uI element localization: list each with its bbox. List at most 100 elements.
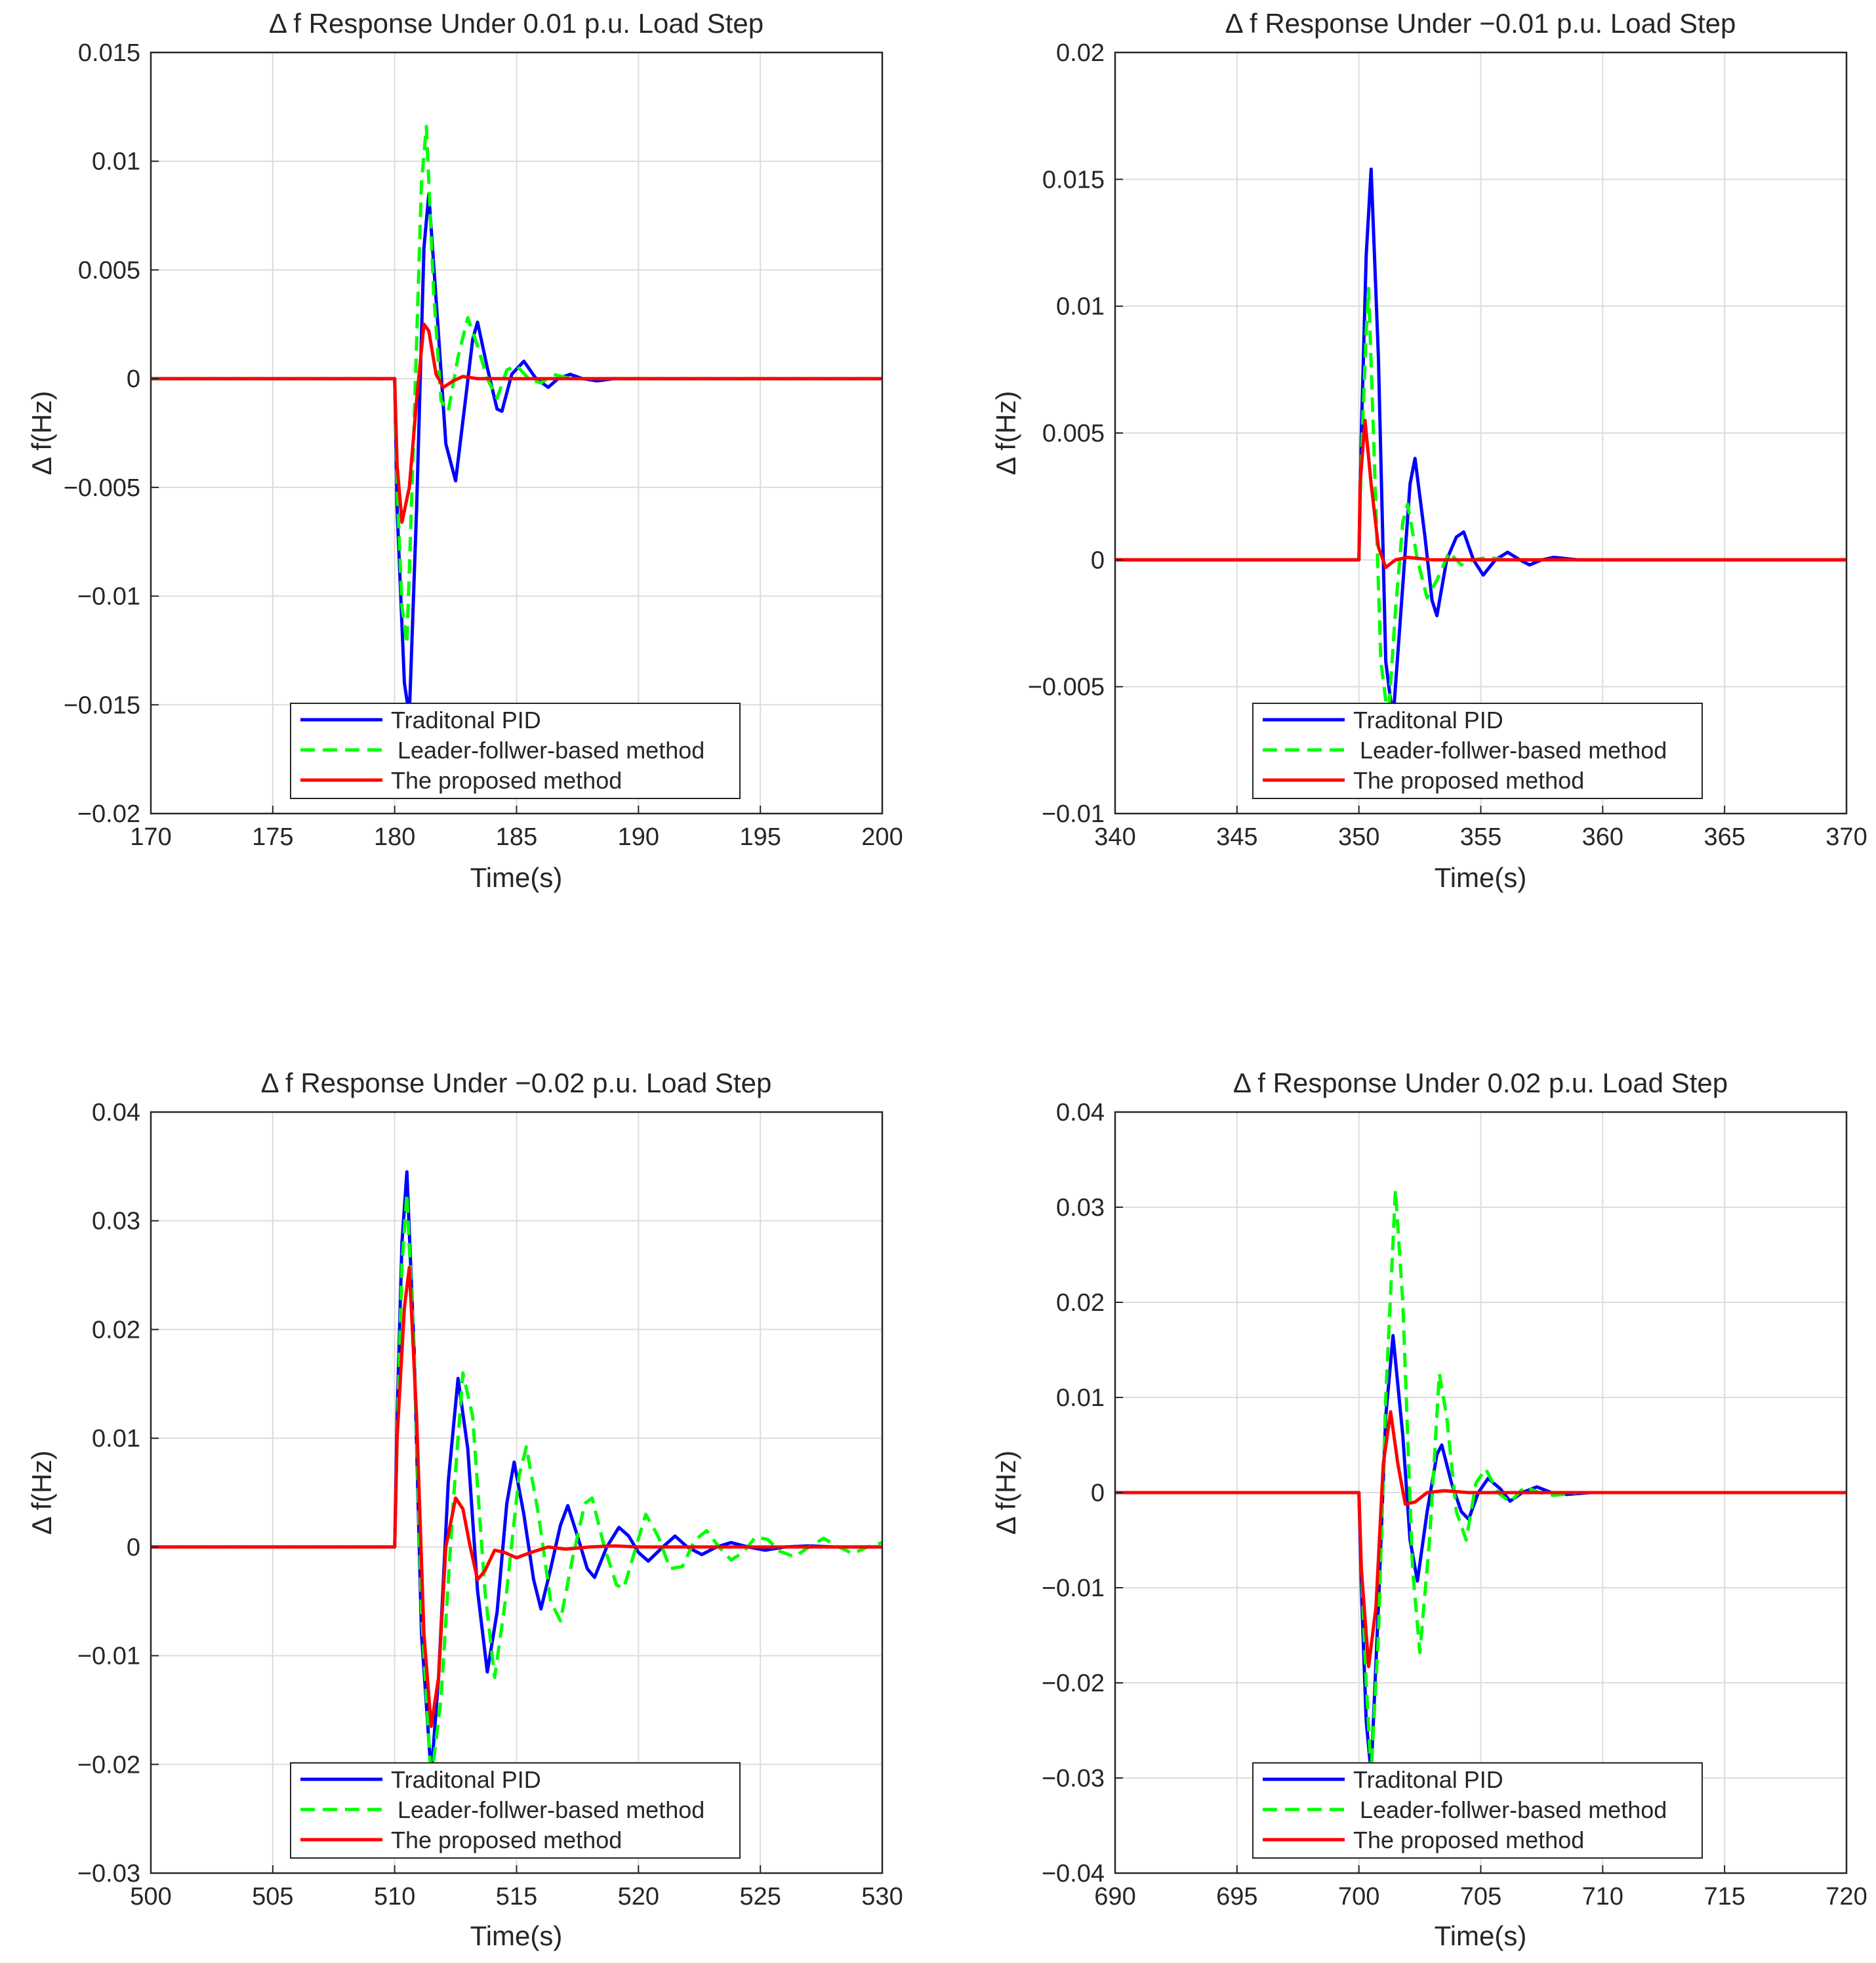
x-tick-label: 530	[861, 1883, 903, 1911]
panel-0-title: Δ f Response Under 0.01 p.u. Load Step	[269, 8, 764, 39]
y-tick-label: 0.03	[92, 1208, 140, 1235]
panel-0-chart: 170 175 180 185 190 195 200 −0.02 −0.015 −0.01 −0…	[26, 8, 903, 893]
x-tick-label: 180	[374, 823, 415, 851]
series-line-proposed	[1115, 419, 1846, 569]
y-tick-label: −0.01	[77, 1643, 140, 1670]
panel-1-xticks: 340 345 350 355 360 365 370	[1094, 806, 1867, 851]
series-line-proposed	[151, 1266, 882, 1728]
x-tick-label: 360	[1582, 823, 1623, 851]
y-tick-label: 0.04	[1056, 1099, 1105, 1126]
x-tick-label: 525	[739, 1883, 781, 1911]
panel-0-xlabel: Time(s)	[470, 862, 563, 893]
panel-3-legend: Traditonal PID Leader-follwer-based meth…	[1252, 1762, 1703, 1859]
panel-2-xticks: 500 505 510 515 520 525 530	[130, 1865, 903, 1911]
x-tick-label: 715	[1703, 1883, 1745, 1911]
x-tick-label: 170	[130, 823, 171, 851]
series-line-traditional-pid	[151, 192, 882, 718]
y-tick-label: 0.005	[78, 257, 140, 284]
legend-label-proposed: The proposed method	[391, 767, 622, 794]
y-tick-label: −0.02	[77, 1751, 140, 1779]
x-tick-label: 200	[861, 823, 903, 851]
x-tick-label: 695	[1216, 1883, 1257, 1911]
y-tick-label: 0.01	[1056, 293, 1105, 321]
legend-box	[1252, 1762, 1703, 1859]
y-tick-label: 0.01	[1056, 1384, 1105, 1412]
y-tick-label: 0	[127, 365, 140, 393]
y-tick-label: −0.03	[77, 1860, 140, 1888]
x-tick-label: 690	[1094, 1883, 1135, 1911]
legend-label-proposed: The proposed method	[391, 1827, 622, 1853]
series-line-leader-follower	[151, 1191, 882, 1783]
x-tick-label: 505	[252, 1883, 293, 1911]
x-tick-label: 520	[618, 1883, 659, 1911]
panel-2-xlabel: Time(s)	[470, 1920, 563, 1951]
y-tick-label: 0.02	[1056, 39, 1105, 67]
legend-label-leader-follower: Leader-follwer-based method	[398, 1796, 704, 1823]
x-tick-label: 720	[1825, 1883, 1867, 1911]
x-tick-label: 340	[1094, 823, 1135, 851]
y-tick-label: 0	[1091, 1479, 1105, 1507]
panel-2-chart: 500 505 510 515 520 525 530 −0.03 −0.02 −0.01 0 0.…	[26, 1067, 903, 1951]
legend-label-traditional-pid: Traditonal PID	[1353, 707, 1503, 734]
y-tick-label: −0.005	[1028, 674, 1105, 701]
series-line-leader-follower	[151, 125, 882, 646]
panel-2-legend: Traditonal PID Leader-follwer-based meth…	[290, 1762, 741, 1859]
x-tick-label: 510	[374, 1883, 415, 1911]
panel-0-ylabel: Δ f(Hz)	[26, 391, 57, 475]
series-line-traditional-pid	[1115, 167, 1846, 722]
panel-2-title: Δ f Response Under −0.02 p.u. Load Step	[261, 1067, 772, 1098]
y-tick-label: 0.015	[1042, 166, 1105, 194]
x-tick-label: 515	[496, 1883, 537, 1911]
x-tick-label: 195	[739, 823, 781, 851]
series-line-proposed	[151, 322, 882, 524]
panel-1-title: Δ f Response Under −0.01 p.u. Load Step	[1225, 8, 1736, 39]
panel-3-ylabel: Δ f(Hz)	[990, 1451, 1021, 1535]
y-tick-label: 0.04	[92, 1099, 140, 1126]
x-tick-label: 350	[1338, 823, 1379, 851]
panel-3-xlabel: Time(s)	[1435, 1920, 1527, 1951]
panel-0-yticks: −0.02 −0.015 −0.01 −0.005 0 0.005 0.01 0.015	[64, 39, 159, 828]
x-tick-label: 190	[618, 823, 659, 851]
y-tick-label: −0.04	[1042, 1860, 1105, 1888]
panel-1-series	[1115, 167, 1846, 722]
y-tick-label: −0.02	[77, 800, 140, 828]
x-tick-label: 355	[1460, 823, 1501, 851]
y-tick-label: 0	[1091, 547, 1105, 574]
y-tick-label: 0.02	[92, 1316, 140, 1344]
panel-1-xlabel: Time(s)	[1435, 862, 1527, 893]
panel-1-chart: 340 345 350 355 360 365 370 −0.01 −0.005 0 0.005 0…	[990, 8, 1867, 893]
x-tick-label: 705	[1460, 1883, 1501, 1911]
panel-0-legend: Traditonal PID Leader-follwer-based meth…	[290, 703, 741, 799]
legend-label-traditional-pid: Traditonal PID	[1353, 1766, 1503, 1793]
y-tick-label: −0.01	[77, 583, 140, 611]
y-tick-label: −0.02	[1042, 1670, 1105, 1697]
y-tick-label: −0.01	[1042, 1575, 1105, 1602]
panel-3-title: Δ f Response Under 0.02 p.u. Load Step	[1233, 1067, 1728, 1098]
y-tick-label: −0.01	[1042, 800, 1105, 828]
x-tick-label: 175	[252, 823, 293, 851]
panel-1-legend: Traditonal PID Leader-follwer-based meth…	[1252, 703, 1703, 799]
y-tick-label: 0.015	[78, 39, 140, 67]
panel-1-ylabel: Δ f(Hz)	[990, 391, 1021, 475]
x-tick-label: 370	[1825, 823, 1867, 851]
y-tick-label: −0.03	[1042, 1765, 1105, 1792]
x-tick-label: 700	[1338, 1883, 1379, 1911]
y-tick-label: 0.03	[1056, 1194, 1105, 1222]
panel-2-ylabel: Δ f(Hz)	[26, 1451, 57, 1535]
legend-label-leader-follower: Leader-follwer-based method	[1360, 1796, 1667, 1823]
x-tick-label: 500	[130, 1883, 171, 1911]
legend-label-traditional-pid: Traditonal PID	[391, 707, 541, 734]
panel-3-yticks: −0.04 −0.03 −0.02 −0.01 0 0.01 0.02 0.03 0.04	[1042, 1099, 1123, 1888]
series-line-proposed	[1115, 1410, 1846, 1668]
panel-0-xticks: 170 175 180 185 190 195 200	[130, 806, 903, 851]
y-tick-label: −0.015	[64, 692, 140, 719]
y-tick-label: −0.005	[64, 474, 140, 502]
y-tick-label: 0.005	[1042, 420, 1105, 447]
x-tick-label: 185	[496, 823, 537, 851]
y-tick-label: 0	[127, 1534, 140, 1561]
panel-3-xticks: 690 695 700 705 710 715 720	[1094, 1865, 1867, 1911]
panel-2-yticks: −0.03 −0.02 −0.01 0 0.01 0.02 0.03 0.04	[77, 1099, 159, 1888]
y-tick-label: 0.02	[1056, 1289, 1105, 1317]
legend-label-proposed: The proposed method	[1353, 767, 1584, 794]
